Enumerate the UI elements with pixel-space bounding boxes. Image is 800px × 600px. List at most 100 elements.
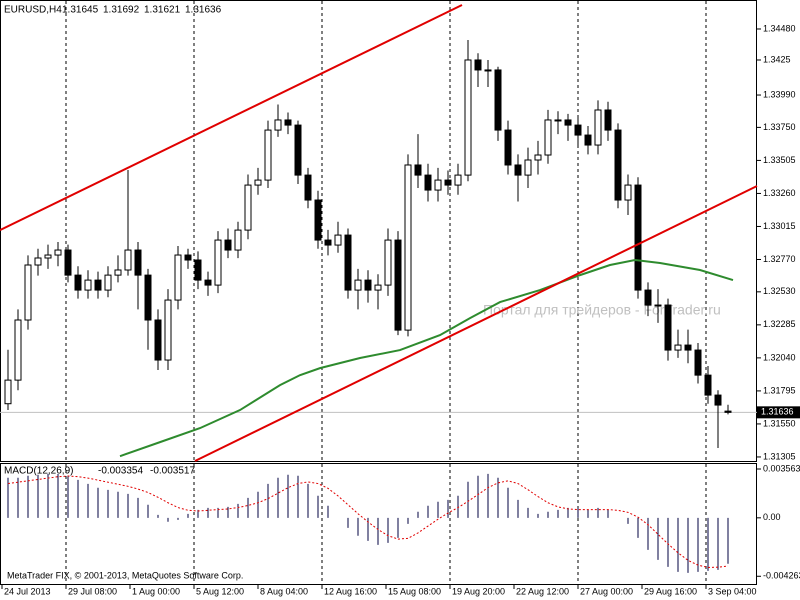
candle-body: [24, 264, 32, 321]
candle-body: [254, 179, 262, 186]
candle-body: [674, 344, 682, 351]
header-high: 1.31692: [103, 5, 140, 16]
candle-body: [644, 289, 652, 306]
candle-body: [214, 239, 222, 286]
candle-body: [404, 164, 412, 331]
macd-y-tick-label: 0.003563: [763, 463, 800, 473]
candle-body: [204, 279, 212, 286]
y-tick-label: 1.33260: [763, 188, 796, 198]
candle-body: [704, 374, 712, 396]
y-tick-label: 1.34480: [763, 23, 796, 33]
candle-body: [74, 274, 82, 291]
candle-body: [234, 229, 242, 251]
copyright: MetaTrader FIX, © 2001-2013, MetaQuotes …: [7, 570, 243, 580]
x-tick-label: 19 Aug 20:00: [452, 586, 505, 596]
plot-layer: [0, 4, 758, 573]
y-tick-label: 1.32040: [763, 352, 796, 362]
candle-body: [354, 279, 362, 291]
candle-body: [274, 119, 282, 131]
candle-body: [514, 164, 522, 176]
candle-body: [84, 279, 92, 291]
candle-body: [464, 59, 472, 176]
candle-body: [14, 319, 22, 381]
macd-y-tick-label: 0.00: [763, 512, 781, 522]
candle-body: [34, 257, 42, 266]
price-panel-frame: [0, 0, 757, 462]
candle-body: [124, 249, 132, 271]
candle-body: [134, 249, 142, 276]
y-tick-label: 1.33750: [763, 122, 796, 132]
candle-body: [594, 109, 602, 146]
candle-body: [334, 234, 342, 246]
header-low: 1.31621: [144, 5, 181, 16]
candle-body: [114, 269, 122, 276]
y-tick-label: 1.32530: [763, 286, 796, 296]
candle-body: [434, 179, 442, 191]
candle-body: [324, 239, 332, 246]
x-tick-label: 8 Aug 04:00: [260, 586, 308, 596]
candle-body: [684, 344, 692, 351]
macd-y-tick-label: -0.004263: [763, 571, 800, 581]
candle-body: [64, 249, 72, 276]
candle-body: [714, 394, 722, 406]
candle-body: [444, 179, 452, 186]
candle-body: [304, 174, 312, 201]
x-tick-label: 15 Aug 08:00: [388, 586, 441, 596]
candle-body: [724, 410, 732, 413]
candle-body: [294, 124, 302, 176]
candle-body: [474, 59, 482, 71]
y-tick-label: 1.33505: [763, 155, 796, 165]
candle-body: [484, 69, 492, 72]
candle-body: [694, 349, 702, 376]
candle-body: [144, 274, 152, 321]
x-tick-label: 5 Aug 12:00: [196, 586, 244, 596]
candle-body: [414, 164, 422, 176]
x-tick-label: 29 Aug 16:00: [644, 586, 697, 596]
y-tick-label: 1.32770: [763, 254, 796, 264]
y-tick-label: 1.32285: [763, 319, 796, 329]
candle-body: [394, 239, 402, 331]
header-open: 1.31645: [62, 5, 99, 16]
candle-body: [224, 239, 232, 251]
candle-body: [614, 129, 622, 201]
candle-body: [94, 279, 102, 291]
candle-body: [524, 159, 532, 176]
y-tick-label: 1.33990: [763, 89, 796, 99]
candle-body: [384, 239, 392, 286]
candle-body: [634, 184, 642, 291]
candle-body: [624, 184, 632, 201]
candle-body: [654, 304, 662, 307]
candle-body: [54, 249, 62, 256]
y-tick-label: 1.3425: [763, 54, 791, 64]
x-tick-label: 22 Aug 12:00: [516, 586, 569, 596]
candle-body: [504, 129, 512, 166]
candle-body: [664, 304, 672, 351]
candle-body: [374, 284, 382, 291]
macd-value: -0.003354: [98, 466, 143, 477]
y-tick-label: 1.33015: [763, 221, 796, 231]
x-tick-label: 24 Jul 2013: [4, 586, 51, 596]
x-tick-label: 12 Aug 16:00: [324, 586, 377, 596]
candle-body: [564, 119, 572, 126]
macd-signal-value: -0.003517: [150, 466, 195, 477]
candle-body: [574, 124, 582, 136]
moving-average: [119, 259, 734, 458]
macd-signal: [7, 475, 729, 568]
candle-body: [154, 319, 162, 361]
candle-body: [554, 119, 562, 122]
x-tick-label: 3 Sep 04:00: [708, 586, 757, 596]
x-tick-label: 27 Aug 00:00: [580, 586, 633, 596]
watermark: Портал для трейдеров - ForTrader.ru: [483, 302, 721, 318]
y-tick-label: 1.31550: [763, 418, 796, 428]
y-tick-label: 1.31305: [763, 451, 796, 461]
y-tick-label: 1.31795: [763, 385, 796, 395]
candle-body: [244, 184, 252, 231]
candle-body: [534, 154, 542, 161]
candle-body: [184, 254, 192, 261]
current-price-box: [757, 406, 800, 419]
candle-body: [174, 254, 182, 301]
candle-body: [264, 129, 272, 181]
macd-panel-frame: [0, 463, 757, 585]
header-close: 1.31636: [185, 5, 222, 16]
